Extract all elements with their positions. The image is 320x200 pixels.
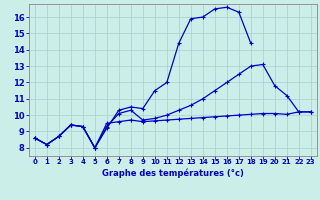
X-axis label: Graphe des températures (°c): Graphe des températures (°c) <box>102 168 244 178</box>
